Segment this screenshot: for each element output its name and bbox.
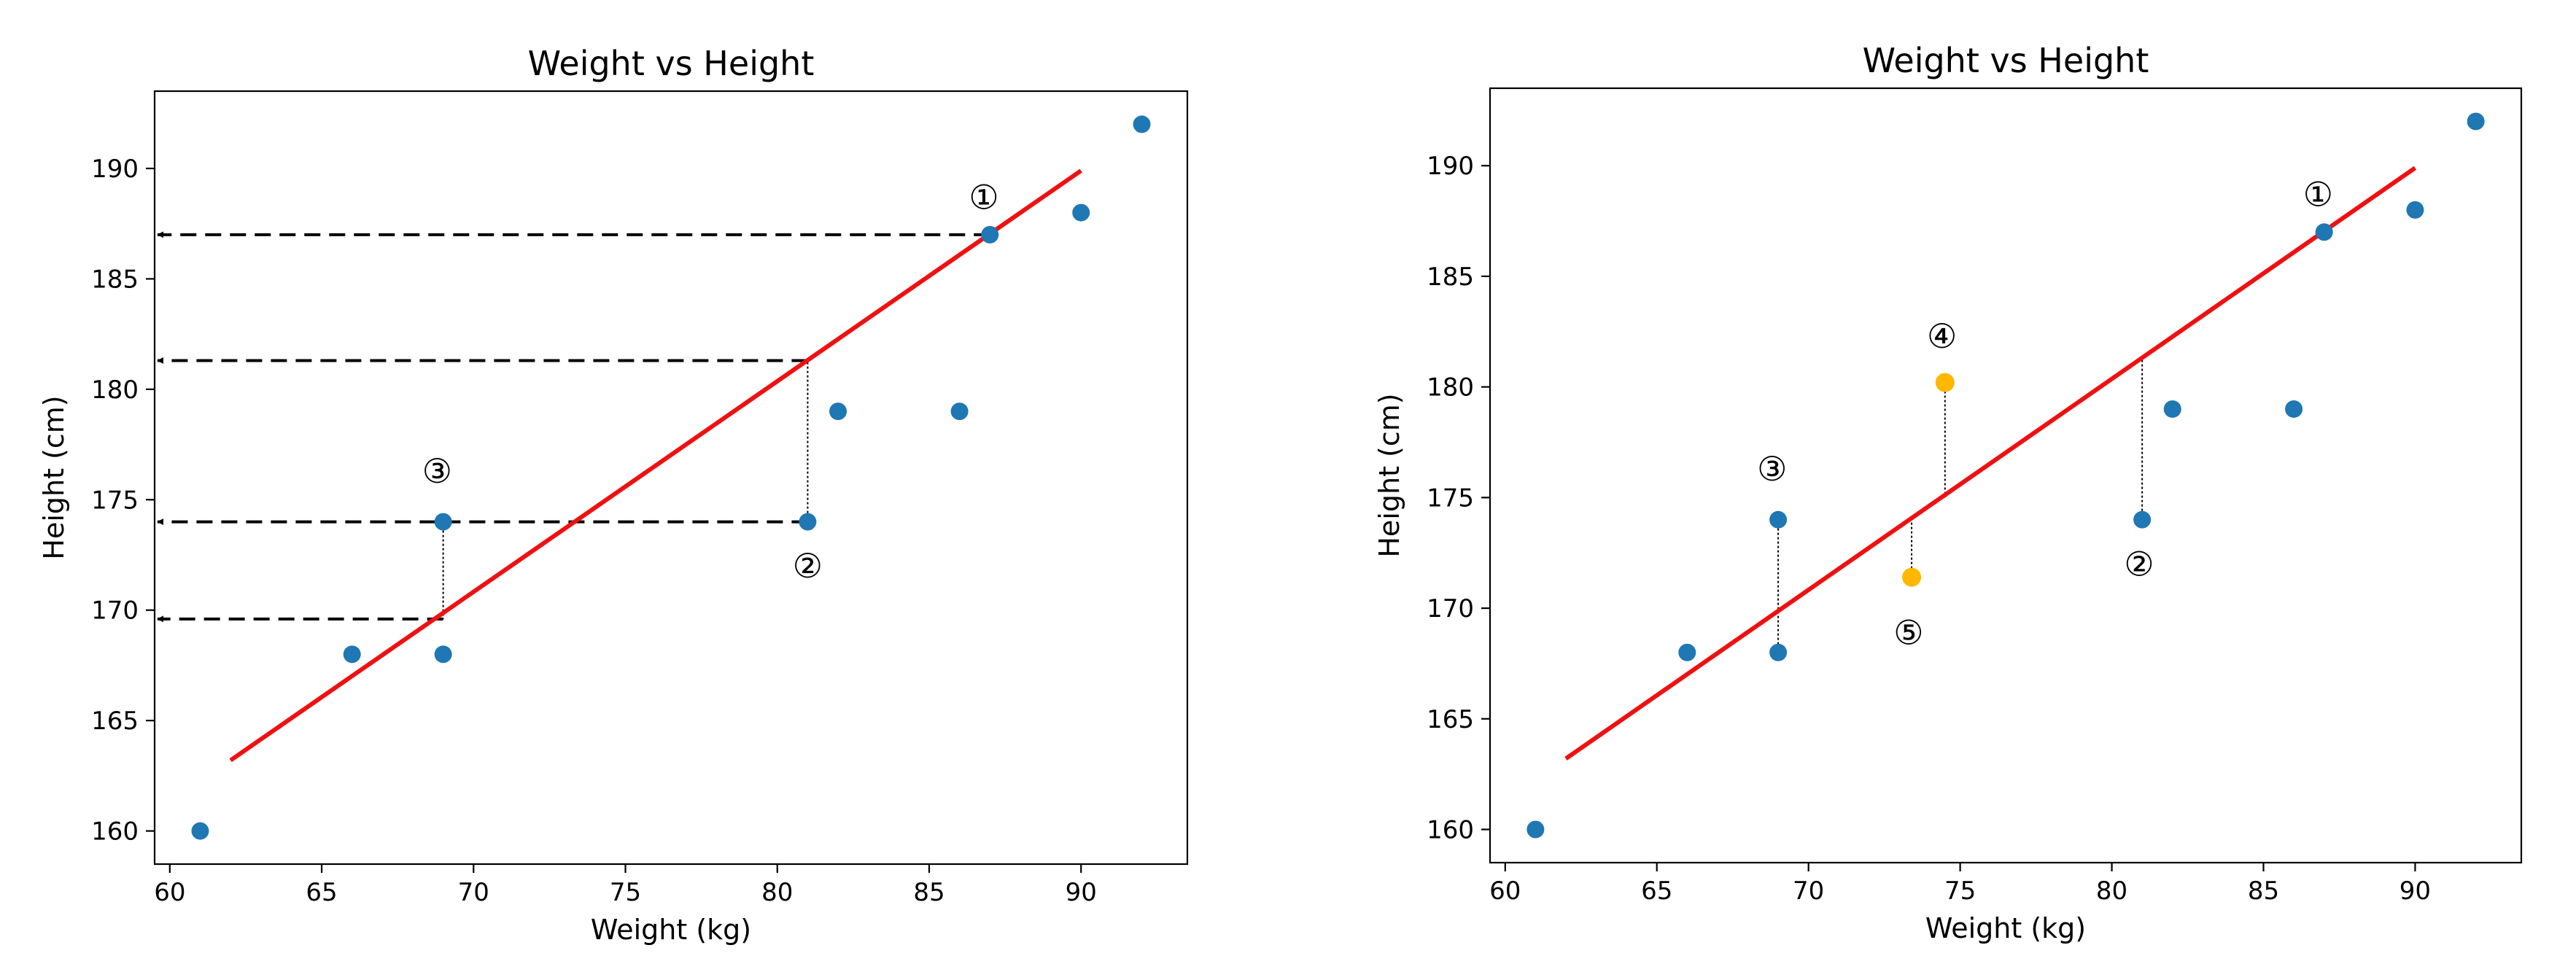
x-tick-label: 90 xyxy=(2400,876,2431,906)
data-point xyxy=(2285,400,2303,418)
data-point xyxy=(1769,510,1788,529)
data-point xyxy=(2315,223,2333,241)
y-tick-label: 180 xyxy=(1427,373,1474,403)
data-point xyxy=(2467,112,2485,131)
chart-title: Weight vs Height xyxy=(528,44,815,83)
data-point xyxy=(191,822,209,840)
data-point xyxy=(950,403,969,421)
y-tick-label: 160 xyxy=(91,817,139,847)
marker-label: ④ xyxy=(1927,316,1957,356)
marker-label: ② xyxy=(2124,544,2154,583)
data-point xyxy=(343,645,361,664)
x-tick-label: 85 xyxy=(913,878,944,907)
data-point xyxy=(829,403,847,421)
data-point xyxy=(2406,201,2424,219)
y-tick-label: 160 xyxy=(1427,815,1474,844)
y-tick-label: 175 xyxy=(91,486,139,515)
highlighted-point xyxy=(1935,373,1955,392)
marker-label: ⑤ xyxy=(1893,613,1923,652)
data-point xyxy=(1133,115,1151,133)
y-tick-label: 180 xyxy=(91,376,139,405)
y-axis-label: Height (cm) xyxy=(38,395,70,559)
data-point xyxy=(1769,643,1788,661)
data-point xyxy=(1526,820,1545,839)
x-tick-label: 60 xyxy=(154,878,185,907)
data-point xyxy=(434,645,452,664)
y-tick-label: 170 xyxy=(91,596,139,626)
y-tick-label: 185 xyxy=(91,265,139,294)
y-tick-label: 165 xyxy=(1427,705,1474,734)
data-point xyxy=(799,513,817,531)
highlighted-point xyxy=(1902,567,1922,587)
regression-line xyxy=(229,168,1082,763)
axes-frame xyxy=(1489,87,2523,864)
marker-label: ③ xyxy=(1757,449,1787,489)
data-point xyxy=(2133,510,2152,529)
x-tick-label: 80 xyxy=(2096,876,2127,906)
marker-label: ③ xyxy=(422,451,452,491)
data-point xyxy=(434,513,452,531)
right-scatter-chart: Weight vs Height 60 65 70 75 80 85 90 160 165 170 1… xyxy=(1373,41,2523,944)
x-tick-label: 65 xyxy=(1641,876,1672,906)
axes-frame xyxy=(153,90,1189,866)
data-point xyxy=(981,225,999,244)
x-tick-label: 70 xyxy=(458,878,489,907)
y-tick-label: 170 xyxy=(1427,594,1474,623)
x-axis-label: Weight (kg) xyxy=(591,914,751,946)
marker-label: ① xyxy=(2303,175,2333,214)
left-scatter-chart: Weight vs Height 60 65 70 75 80 85 90 160 165 170 1… xyxy=(38,44,1189,946)
y-tick-label: 175 xyxy=(1427,483,1474,513)
x-axis-label: Weight (kg) xyxy=(1925,912,2086,944)
y-tick-label: 190 xyxy=(91,155,139,184)
x-tick-label: 75 xyxy=(1944,876,1976,906)
y-tick-label: 165 xyxy=(91,707,139,736)
x-tick-label: 90 xyxy=(1066,878,1097,907)
data-point xyxy=(1072,203,1090,222)
data-point xyxy=(1678,643,1696,661)
marker-label: ② xyxy=(793,546,823,586)
x-tick-label: 85 xyxy=(2248,876,2279,906)
x-tick-label: 70 xyxy=(1793,876,1824,906)
regression-line xyxy=(1564,166,2417,761)
data-point xyxy=(2163,400,2181,418)
y-tick-label: 190 xyxy=(1427,152,1474,181)
x-tick-label: 60 xyxy=(1489,876,1521,906)
chart-title: Weight vs Height xyxy=(1863,41,2149,80)
x-tick-label: 80 xyxy=(761,878,793,907)
x-tick-label: 65 xyxy=(306,878,337,907)
y-axis-label: Height (cm) xyxy=(1373,393,1405,557)
marker-label: ① xyxy=(969,177,998,217)
y-tick-label: 185 xyxy=(1427,263,1474,292)
x-tick-label: 75 xyxy=(610,878,641,907)
